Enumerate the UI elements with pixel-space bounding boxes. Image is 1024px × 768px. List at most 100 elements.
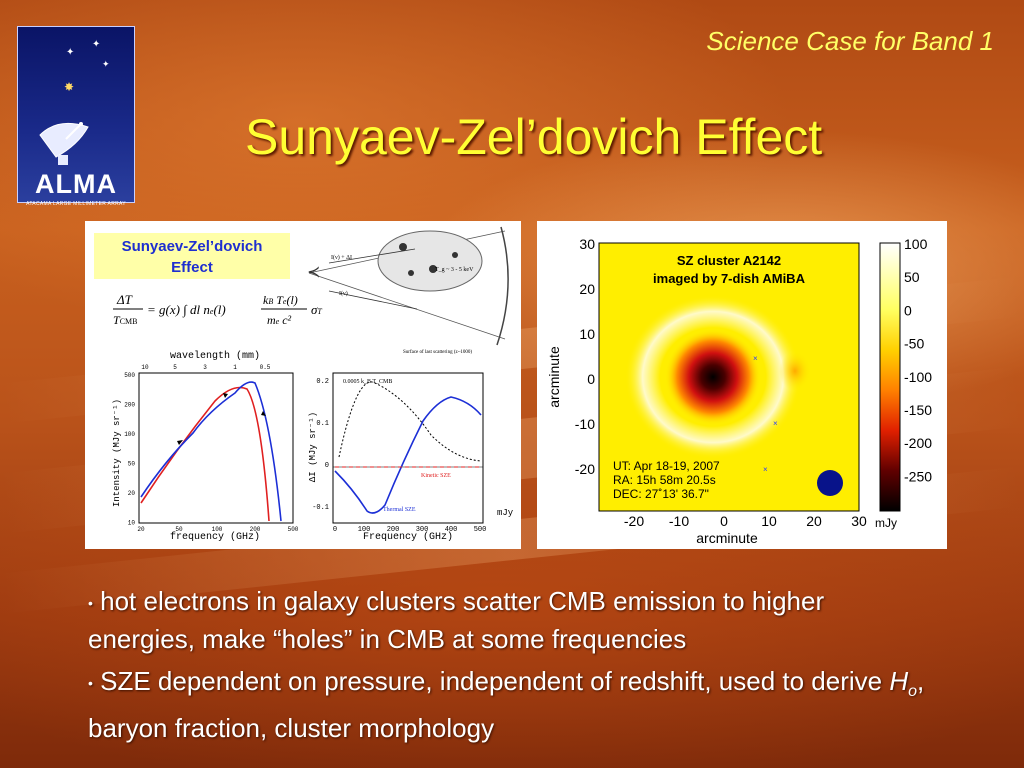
distortion-x-label: Frequency (GHz) — [363, 531, 453, 543]
colorbar-tick-label: 50 — [904, 269, 920, 285]
sz-map-x-tick-label: -10 — [669, 513, 689, 529]
sze-title-box — [94, 233, 290, 279]
spectrum-top-tick-label: 10 — [141, 364, 149, 371]
spectrum-x-tick-label: 100 — [212, 526, 223, 533]
obs-ut: UT: Apr 18-19, 2007 — [613, 459, 720, 473]
distortion-x-tick-label: 300 — [416, 526, 429, 534]
spectrum-x-tick-label: 50 — [175, 526, 183, 533]
bullet-item: • SZE dependent on pressure, independent… — [88, 666, 925, 744]
sz-map-y-label: arcminute — [546, 346, 562, 408]
distortion-x-tick-label: 100 — [358, 526, 371, 534]
distortion-unit-note: mJy — [497, 508, 514, 518]
svg-text:✸: ✸ — [64, 80, 74, 94]
spectrum-y-tick-label: 100 — [124, 431, 135, 438]
distortion-kinetic-label: Kinetic SZE — [421, 473, 451, 479]
bullet-list: • hot electrons in galaxy clusters scatt… — [88, 583, 938, 752]
distortion-x-tick-label: 400 — [445, 526, 458, 534]
svg-text:σT: σT — [311, 302, 322, 317]
distortion-x-tick-label: 200 — [387, 526, 400, 534]
svg-text:✦: ✦ — [102, 59, 110, 69]
colorbar-tick-label: -150 — [904, 402, 932, 418]
distortion-dotted-curve — [338, 381, 482, 462]
sz-map-y-tick-label: 30 — [579, 236, 595, 252]
bullet-text: hot electrons in galaxy clusters scatter… — [88, 586, 825, 655]
spectrum-x-label: frequency (GHz) — [170, 531, 260, 543]
sz-map-x-label: arcminute — [696, 530, 758, 546]
sze-explanation-figure: Sunyaev-Zel’dovich Effect ΔT TCMB = g(x)… — [85, 221, 521, 549]
colorbar-tick-label: -100 — [904, 369, 932, 385]
spectrum-plot-frame — [138, 372, 294, 524]
spectrum-chart: wavelength (mm) 10 5 3 1 0.5 20 50 100 200 500 5… — [112, 350, 299, 543]
sz-map-x-tick-label: 30 — [851, 513, 867, 529]
schematic-label-temperature: T_g ~ 3 - 5 keV — [435, 267, 474, 273]
distortion-x-tick-label: 500 — [474, 526, 487, 534]
colorbar-tick-label: -200 — [904, 435, 932, 451]
colorbar — [879, 242, 901, 512]
svg-text:×: × — [773, 419, 778, 428]
spectrum-top-tick-label: 1 — [233, 364, 237, 371]
svg-text:me c²: me c² — [267, 313, 292, 327]
scattering-schematic: ≺ I(ν) + ΔI I(ν) T_g ~ 3 - 5 keV Surface… — [307, 226, 509, 355]
distortion-plot-frame — [332, 372, 484, 524]
sz-map-title-line2: imaged by 7-dish AMiBA — [653, 271, 806, 286]
svg-text:kB Te(l): kB Te(l) — [263, 293, 298, 307]
logo-subtitle: ATACAMA LARGE MILLIMETER ARRAY — [26, 201, 126, 207]
sz-map-y-tick-label: -20 — [575, 461, 595, 477]
colorbar-tick-label: 0 — [904, 302, 912, 318]
distortion-thermal-label: Thermal SZE — [383, 507, 416, 513]
sz-map-x-tick-label: 10 — [761, 513, 777, 529]
svg-text:≺: ≺ — [307, 264, 320, 281]
spectrum-y-tick-label: 500 — [124, 372, 135, 379]
distortion-y-tick-label: 0.2 — [316, 378, 329, 386]
bullet-item: • hot electrons in galaxy clusters scatt… — [88, 586, 825, 655]
sz-map-decrement — [665, 329, 761, 425]
spectrum-top-tick-label: 5 — [173, 364, 177, 371]
spectrum-cmb-curve — [140, 386, 270, 522]
distortion-y-tick-label: -0.1 — [312, 504, 329, 512]
colorbar-tick-label: -50 — [904, 336, 924, 352]
spectrum-x-tick-label: 20 — [137, 526, 145, 533]
colorbar-tick-label: -250 — [904, 468, 932, 484]
svg-text:✦: ✦ — [66, 47, 74, 58]
bullet2-text-b: , baryon fraction, cluster morphology — [88, 666, 925, 744]
colorbar-tick-label: 100 — [904, 236, 928, 252]
distortion-y-label: ΔI (MJy sr⁻¹) — [308, 412, 318, 482]
distortion-y-tick-label: 0.1 — [316, 420, 329, 428]
sze-title-line2: Effect — [171, 259, 213, 276]
svg-text:TCMB: TCMB — [113, 313, 137, 327]
spectrum-x-tick-label: 500 — [288, 526, 299, 533]
logo-name: ALMA — [35, 169, 117, 199]
sz-map-y-tick-label: 10 — [579, 326, 595, 342]
svg-text:ΔT: ΔT — [116, 292, 133, 307]
amiba-sz-map-figure: × × × SZ cluster A2142 imaged by 7-dish … — [537, 221, 947, 549]
distortion-y-tick-label: 0 — [325, 462, 329, 470]
spectrum-distorted-curve — [140, 381, 282, 522]
spectrum-y-tick-label: 20 — [128, 490, 136, 497]
sz-map-y-tick-label: 20 — [579, 281, 595, 297]
svg-text:= g(x) ∫ dl ne(l): = g(x) ∫ dl ne(l) — [147, 302, 226, 318]
svg-text:×: × — [753, 354, 758, 363]
spectrum-y-tick-label: 200 — [124, 402, 135, 409]
slide-header: Science Case for Band 1 — [706, 26, 994, 56]
bullet2-text-a: SZE dependent on pressure, independent o… — [100, 666, 890, 697]
spectrum-y-tick-label: 50 — [128, 461, 136, 468]
obs-dec: DEC: 27˚13' 36.7" — [613, 487, 709, 501]
sze-formula: ΔT TCMB = g(x) ∫ dl ne(l) kB Te(l) me c²… — [113, 292, 322, 327]
spectrum-top-axis-label: wavelength (mm) — [170, 350, 260, 362]
hubble-subscript: o — [908, 683, 918, 701]
alma-logo-graphic: ✦ ✦ ✦ ✸ — [39, 39, 110, 165]
colorbar-unit: mJy — [875, 516, 897, 530]
svg-text:×: × — [763, 465, 768, 474]
alma-logo: ✦ ✦ ✦ ✸ ALMA ATACAMA LARGE MILLIMETER AR… — [17, 26, 135, 207]
spectrum-top-tick-label: 3 — [203, 364, 207, 371]
sz-map-x-tick-label: -20 — [624, 513, 644, 529]
distortion-chart: 0 100 200 300 400 500 0.2 0.1 0 -0.1 0.0005 k_B … — [308, 372, 514, 543]
distortion-x-tick-label: 0 — [333, 526, 337, 534]
spectrum-x-tick-label: 200 — [250, 526, 261, 533]
sz-map-x-tick-label: 20 — [806, 513, 822, 529]
slide-title: Sunyaev-Zel’dovich Effect — [245, 109, 823, 165]
sz-map-y-tick-label: -10 — [575, 416, 595, 432]
spectrum-y-tick-label: 10 — [128, 520, 136, 527]
sz-map-x-tick-label: 0 — [720, 513, 728, 529]
obs-ra: RA: 15h 58m 20.5s — [613, 473, 716, 487]
